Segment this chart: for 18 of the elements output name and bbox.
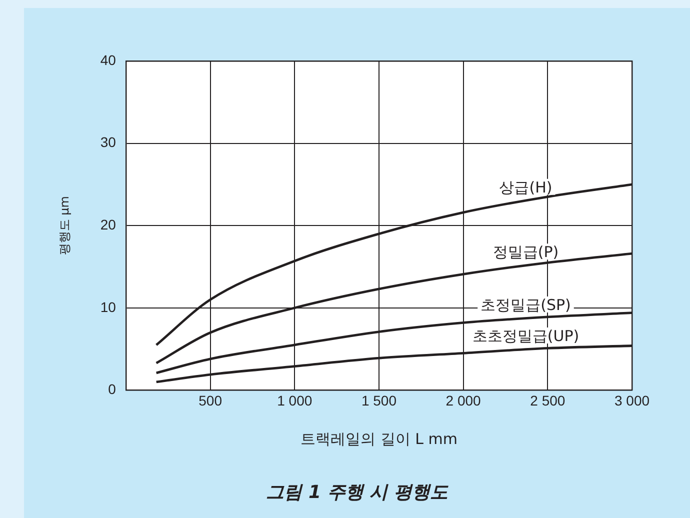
y-tick-label: 30 — [100, 134, 116, 150]
x-tick-label: 2 500 — [530, 392, 566, 408]
y-tick-label: 20 — [100, 216, 116, 232]
x-tick-label: 2 000 — [446, 392, 482, 408]
y-tick-label: 0 — [108, 381, 116, 398]
x-tick-label: 1 500 — [361, 392, 397, 408]
text: 그림 1 주행 시 평행도 — [265, 481, 450, 504]
series-label: 상급(H) — [499, 178, 552, 196]
series-label: 정밀급(P) — [492, 243, 559, 262]
y-axis-title: 평행도 μm — [57, 196, 72, 256]
x-tick-label: 1 000 — [277, 392, 312, 408]
series-label: 초초정밀급(UP) — [472, 326, 580, 345]
y-tick-label: 40 — [100, 52, 116, 68]
x-tick-label: 3 000 — [614, 392, 650, 408]
y-tick-label: 10 — [100, 298, 116, 315]
series-label: 초정밀급(SP) — [480, 296, 571, 314]
x-axis-title: 트랙레일의 길이 L mm — [300, 430, 458, 448]
x-tick-label: 500 — [198, 392, 222, 408]
